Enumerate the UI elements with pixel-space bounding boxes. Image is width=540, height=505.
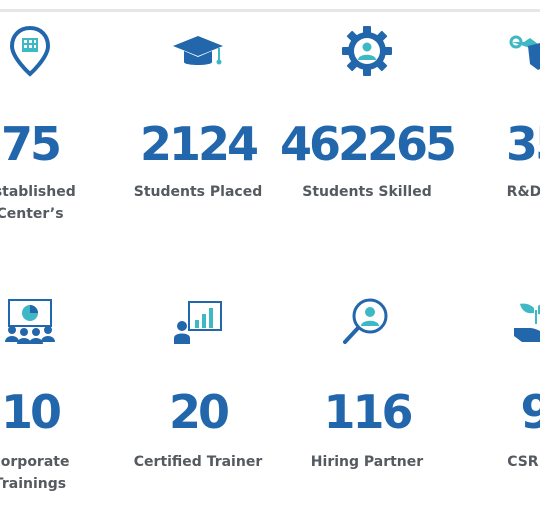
stat-csr-partner: 9 CSR Pa <box>450 270 540 500</box>
stat-label: Certified Trainer <box>133 454 263 470</box>
stat-rnd-projects: 35 R&D Pr <box>450 0 540 260</box>
stat-hiring-partner: 116 Hiring Partner <box>282 270 452 500</box>
hand-plant-icon <box>514 303 540 342</box>
stat-label: Established Center’s <box>0 184 76 222</box>
stat-students-placed: 2124 Students Placed <box>113 0 283 260</box>
stat-label: CSR Pa <box>507 454 540 470</box>
stat-value: 75 <box>0 117 62 171</box>
location-pin-building-icon <box>9 25 51 77</box>
gear-person-icon <box>342 26 392 76</box>
graduation-cap-icon <box>173 36 223 65</box>
stat-students-skilled: 462265 Students Skilled <box>280 0 457 260</box>
presentation-audience-icon <box>5 299 55 344</box>
stat-value: 116 <box>323 385 413 439</box>
trainer-board-icon <box>174 301 222 344</box>
stat-label: R&D Pr <box>506 184 540 200</box>
stat-label: Students Skilled <box>302 184 432 200</box>
top-divider <box>0 9 540 12</box>
stat-value: 35 <box>505 117 540 171</box>
stat-label: Students Placed <box>133 184 263 200</box>
stat-established-centers: 75 Established Center’s <box>0 0 115 260</box>
stat-value: 10 <box>0 385 62 439</box>
wrench-hand-icon <box>509 35 540 70</box>
magnifier-person-icon <box>343 298 388 344</box>
stat-label: Hiring Partner <box>310 454 424 470</box>
stat-corporate-trainings: 10 Corporate Trainings <box>0 270 115 500</box>
stat-certified-trainer: 20 Certified Trainer <box>113 270 283 500</box>
stat-value: 9 <box>520 385 540 439</box>
stat-value: 20 <box>168 385 230 439</box>
stat-value: 2124 <box>139 117 259 171</box>
stat-label: Corporate Trainings <box>0 454 70 492</box>
stat-value: 462265 <box>279 117 457 171</box>
